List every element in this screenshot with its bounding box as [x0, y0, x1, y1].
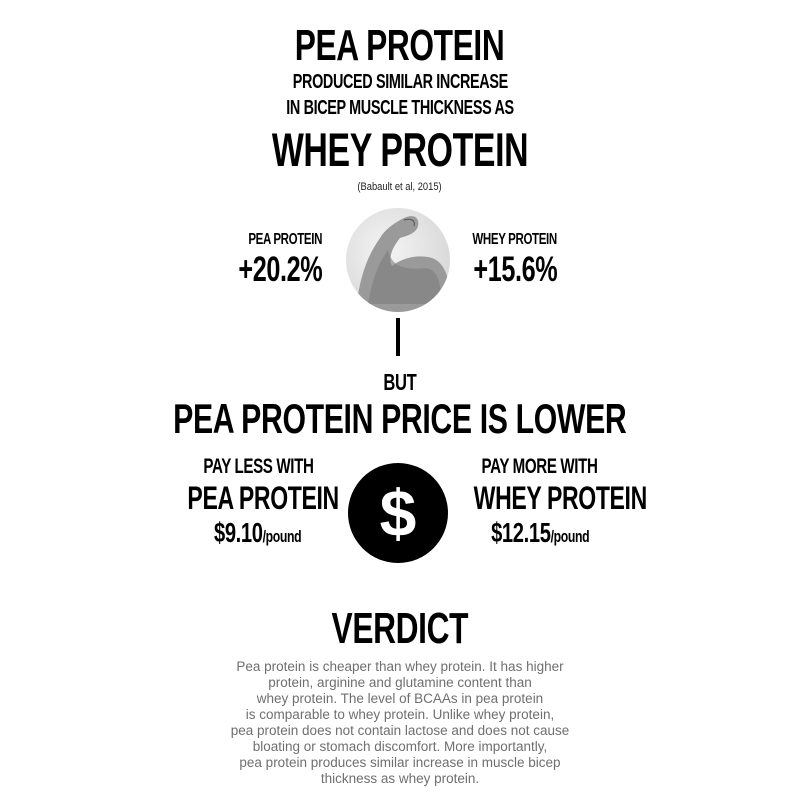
pay-less-caption: PAY LESS WITH [202, 455, 314, 478]
dollar-symbol: $ [379, 476, 417, 550]
verdict-line: pea protein does not contain lactose and… [230, 723, 570, 738]
whey-protein-label: WHEY PROTEIN [472, 231, 558, 248]
verdict-paragraph: Pea protein is cheaper than whey protein… [150, 659, 650, 787]
verdict-line: is comparable to whey protein. Unlike wh… [245, 707, 555, 722]
verdict-line: whey protein. The level of BCAAs in pea … [256, 691, 544, 706]
price-headline: PEA PROTEIN PRICE IS LOWER [173, 395, 627, 442]
title-top: PEA PROTEIN [295, 21, 505, 70]
subtitle-line-2: IN BICEP MUSCLE THICKNESS AS [286, 97, 514, 119]
pay-more-caption: PAY MORE WITH [481, 455, 599, 478]
pea-protein-label: PEA PROTEIN [248, 231, 322, 248]
bicep-icon [356, 216, 450, 312]
flexed-bicep-image [346, 208, 450, 312]
whey-protein-product: WHEY PROTEIN [473, 480, 648, 516]
whey-protein-increase: +15.6% [472, 250, 558, 289]
but-label: BUT [383, 369, 417, 395]
title-bottom: WHEY PROTEIN [271, 123, 529, 176]
citation: (Babault et al, 2015) [357, 181, 443, 193]
connector-line [396, 318, 400, 356]
verdict-line: bloating or stomach discomfort. More imp… [252, 739, 548, 754]
verdict-line: Pea protein is cheaper than whey protein… [236, 659, 564, 674]
verdict-line: thickness as whey protein. [320, 771, 480, 786]
pea-protein-price: $9.10/pound [214, 517, 302, 548]
verdict-title: VERDICT [331, 604, 469, 653]
verdict-line: pea protein produces similar increase in… [239, 755, 561, 770]
whey-protein-price: $12.15/pound [490, 517, 590, 548]
subtitle-line-1: PRODUCED SIMILAR INCREASE [292, 71, 508, 93]
dollar-sign-icon: $ [348, 463, 448, 563]
pea-protein-product: PEA PROTEIN [187, 480, 339, 516]
verdict-line: protein, arginine and glutamine content … [268, 675, 532, 690]
pea-protein-increase: +20.2% [237, 250, 323, 289]
